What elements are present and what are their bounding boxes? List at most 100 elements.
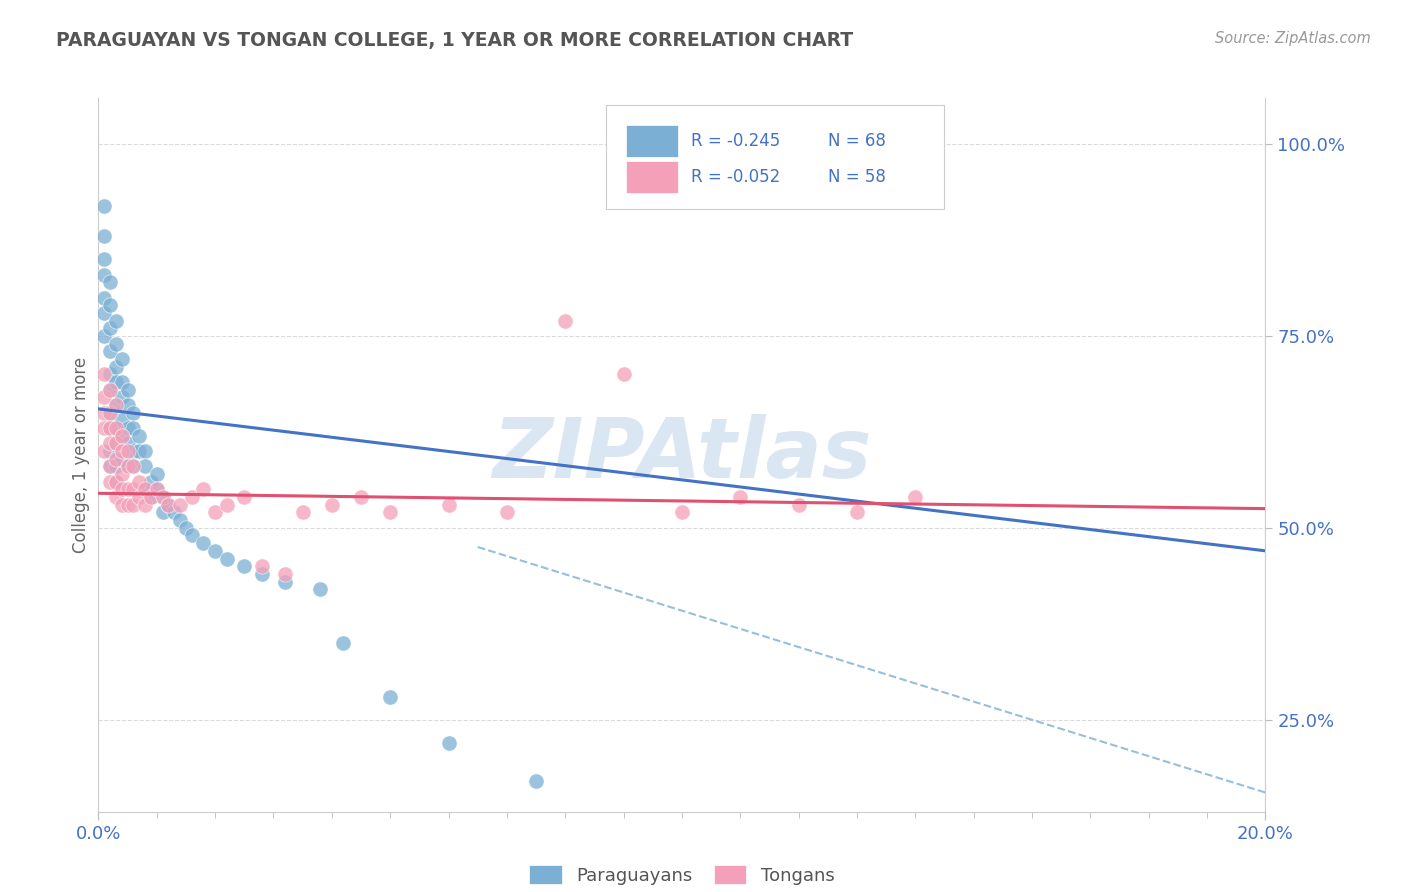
Point (134, 483, 156, 497)
Point (233, 559, 256, 574)
Point (152, 490, 174, 504)
Point (117, 444, 139, 458)
Point (98, 383, 121, 397)
Point (215, 498, 238, 512)
Point (134, 459, 156, 474)
Point (98, 344, 121, 359)
Point (111, 428, 134, 442)
Point (139, 475, 162, 489)
Point (146, 467, 169, 482)
Point (93, 390, 115, 404)
Point (111, 390, 134, 404)
Point (152, 506, 174, 520)
Point (117, 483, 139, 497)
Point (93, 268, 115, 282)
Point (612, 368, 634, 382)
Point (128, 444, 150, 458)
Point (146, 483, 169, 497)
Point (117, 498, 139, 512)
Point (98, 421, 121, 435)
FancyBboxPatch shape (626, 161, 679, 193)
Point (93, 252, 115, 267)
Point (104, 375, 127, 389)
Text: N = 58: N = 58 (828, 168, 886, 186)
Point (122, 483, 145, 497)
Point (193, 536, 215, 550)
Point (152, 490, 174, 504)
Point (204, 506, 226, 520)
Point (104, 475, 127, 489)
Point (117, 459, 139, 474)
Point (169, 498, 191, 512)
Point (180, 528, 202, 542)
Point (250, 566, 273, 581)
Point (233, 490, 256, 504)
Point (122, 498, 145, 512)
Point (204, 544, 226, 558)
Point (98, 275, 121, 289)
Point (117, 383, 139, 397)
Point (274, 566, 297, 581)
Point (93, 406, 115, 420)
Point (98, 459, 121, 474)
Point (157, 498, 180, 512)
Point (117, 436, 139, 450)
Point (274, 574, 297, 589)
Point (104, 451, 127, 466)
Point (98, 421, 121, 435)
Point (98, 444, 121, 458)
Point (104, 398, 127, 412)
Point (104, 398, 127, 412)
Point (111, 351, 134, 366)
Point (350, 490, 373, 504)
Point (309, 582, 332, 597)
Point (163, 506, 186, 520)
Point (111, 444, 134, 458)
Point (111, 451, 134, 466)
Point (111, 413, 134, 427)
Point (128, 428, 150, 442)
Point (104, 475, 127, 489)
Point (98, 321, 121, 335)
Point (98, 475, 121, 489)
Text: Source: ZipAtlas.com: Source: ZipAtlas.com (1215, 31, 1371, 46)
Point (437, 498, 460, 512)
Point (437, 736, 460, 750)
Point (291, 506, 314, 520)
Point (128, 490, 150, 504)
Point (122, 406, 145, 420)
Legend: Paraguayans, Tongans: Paraguayans, Tongans (529, 865, 835, 885)
Point (845, 506, 868, 520)
Point (169, 513, 191, 527)
Point (321, 498, 343, 512)
Text: N = 68: N = 68 (828, 132, 886, 150)
Point (104, 459, 127, 474)
Point (111, 483, 134, 497)
Point (524, 774, 547, 789)
Point (787, 498, 810, 512)
Point (111, 498, 134, 512)
Point (104, 490, 127, 504)
Point (117, 398, 139, 412)
Point (98, 406, 121, 420)
Point (117, 459, 139, 474)
Point (904, 490, 927, 504)
Point (104, 359, 127, 374)
Point (157, 498, 180, 512)
Point (174, 521, 197, 535)
Point (93, 198, 115, 212)
Point (671, 506, 693, 520)
Point (554, 313, 576, 327)
Point (495, 506, 517, 520)
Point (215, 551, 238, 566)
Point (180, 490, 202, 504)
Point (122, 459, 145, 474)
Point (93, 291, 115, 305)
Text: R = -0.245: R = -0.245 (692, 132, 780, 150)
Point (378, 690, 402, 704)
Point (117, 421, 139, 435)
Point (122, 459, 145, 474)
Point (134, 483, 156, 497)
Point (139, 490, 162, 504)
Point (98, 459, 121, 474)
